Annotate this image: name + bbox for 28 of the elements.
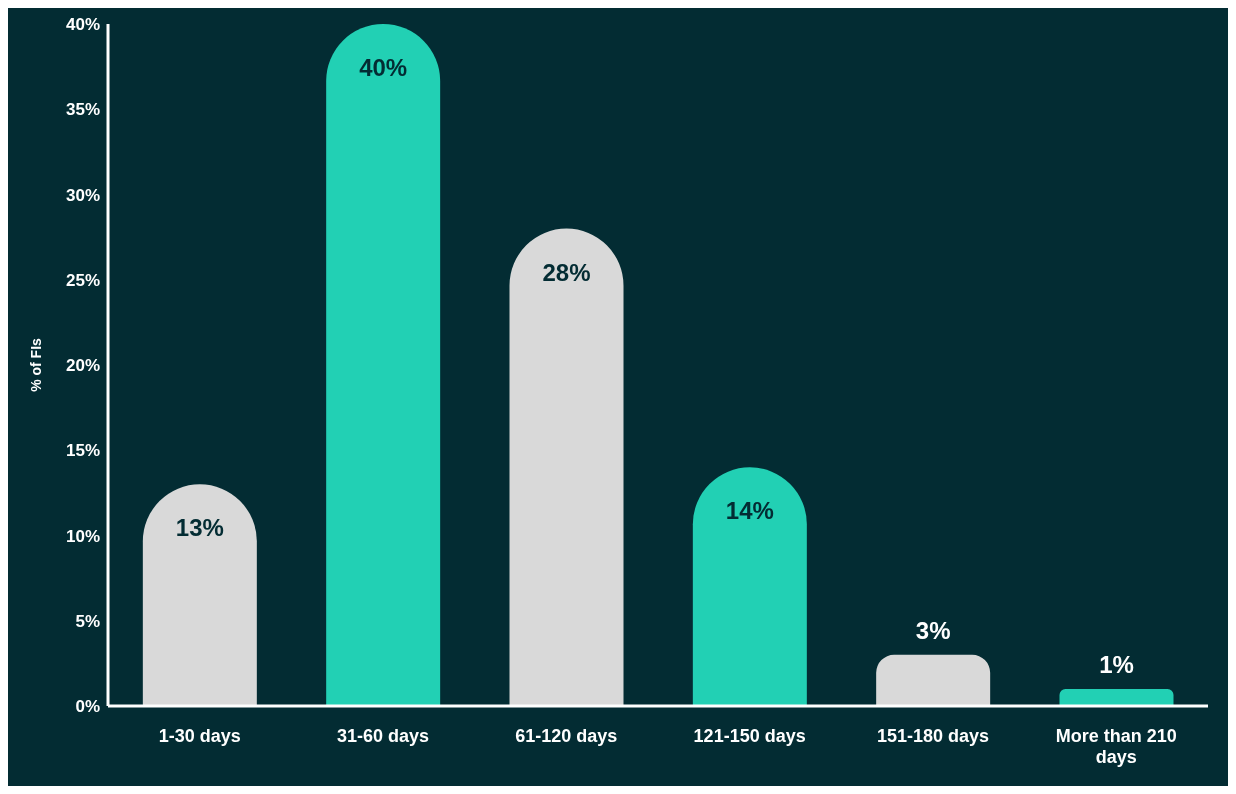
y-tick-label: 40% [65,15,100,35]
x-tick-label: 1-30 days [158,726,241,746]
y-tick-label: 25% [65,270,100,290]
x-tick-label: 151-180 days [876,726,990,746]
x-tick-label: 121-150 days [693,726,806,746]
bar [692,467,807,706]
y-tick-label: 0% [75,697,100,717]
y-tick-label: 30% [65,185,100,205]
y-tick-label: 15% [65,441,100,461]
bar [509,228,624,706]
y-axis-title: % of FIs [27,337,44,392]
data-label: 14% [725,497,774,525]
bar [326,24,441,706]
bar [142,484,257,706]
data-label: 13% [175,514,224,542]
y-tick-label: 10% [65,526,100,546]
data-label: 40% [359,54,408,81]
x-tick-label: More than 210 days [1055,726,1177,767]
y-tick-label: 5% [75,611,100,631]
bar [1059,688,1174,706]
data-label: 1% [1099,650,1134,678]
x-tick-label: 31-60 days [336,726,430,746]
bar [876,654,991,706]
data-label: 3% [915,616,951,644]
y-tick-label: 35% [65,100,100,120]
data-label: 28% [542,258,591,286]
x-tick-label: 61-120 days [515,726,618,746]
y-tick-label: 20% [65,356,100,376]
